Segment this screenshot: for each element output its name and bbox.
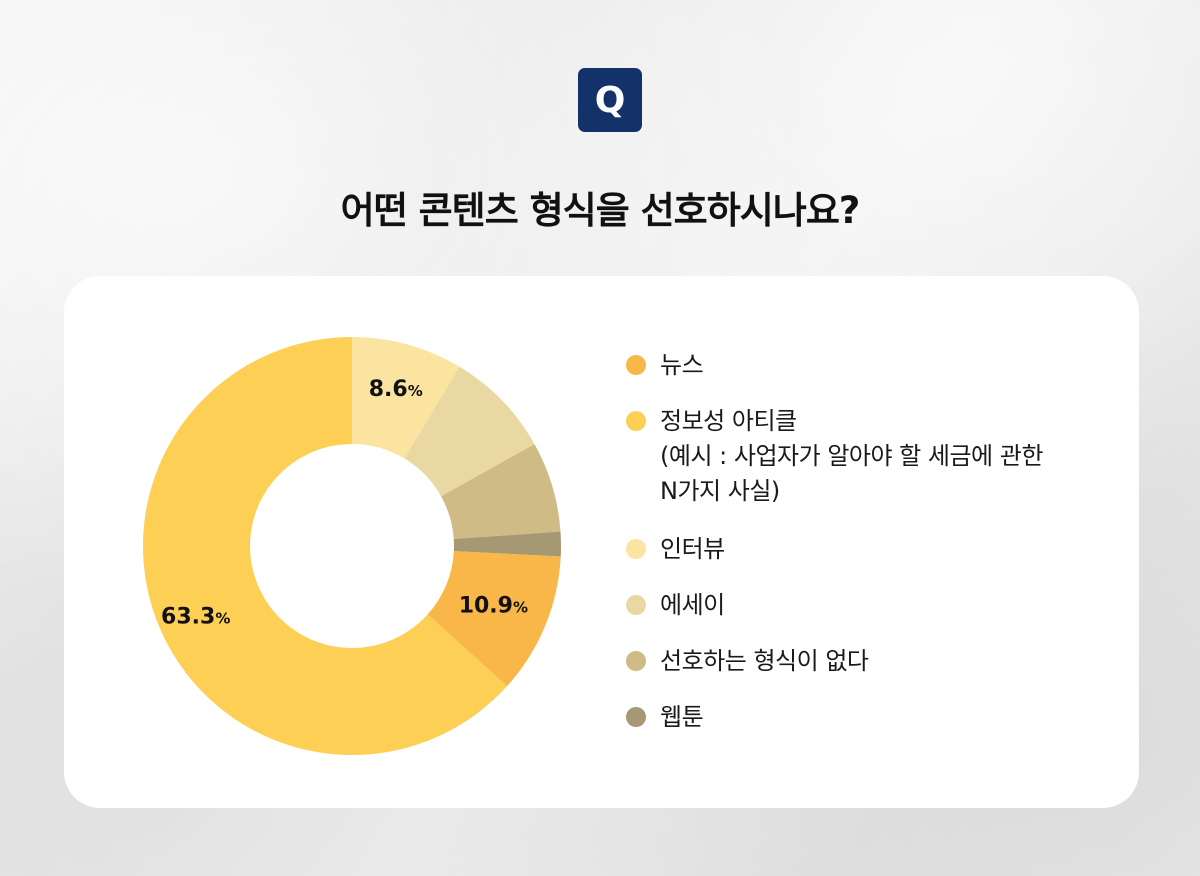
- legend-swatch: [626, 707, 646, 727]
- legend-item: 정보성 아티클 (예시 : 사업자가 알아야 할 세금에 관한 N가지 사실): [626, 404, 1043, 509]
- legend-item: 웹툰: [626, 700, 704, 735]
- legend-item: 에세이: [626, 588, 725, 623]
- donut-slice-2: [352, 337, 460, 459]
- donut-chart: 8.6% 10.9% 63.3%: [142, 337, 561, 755]
- donut-slice-0: [427, 551, 561, 687]
- legend-item: 선호하는 형식이 없다: [626, 644, 869, 679]
- question-badge: Q: [578, 68, 642, 132]
- legend-swatch: [626, 595, 646, 615]
- legend-label: 에세이: [660, 591, 725, 619]
- legend-item: 뉴스: [626, 348, 704, 383]
- legend-label: 정보성 아티클 (예시 : 사업자가 알아야 할 세금에 관한 N가지 사실): [660, 407, 1043, 505]
- legend-swatch: [626, 411, 646, 431]
- data-label-0: 10.9%: [459, 594, 528, 619]
- page-title: 어떤 콘텐츠 형식을 선호하시나요?: [340, 189, 861, 232]
- donut-slice-4: [441, 444, 561, 539]
- legend-swatch: [626, 651, 646, 671]
- legend-label: 인터뷰: [660, 535, 725, 563]
- legend-swatch: [626, 539, 646, 559]
- legend-label: 선호하는 형식이 없다: [660, 647, 869, 675]
- legend-label: 뉴스: [660, 351, 704, 379]
- donut-slice-5: [453, 531, 561, 557]
- legend-item: 인터뷰: [626, 532, 725, 567]
- legend-swatch: [626, 355, 646, 375]
- legend-label: 웹툰: [660, 703, 704, 731]
- donut-slice-1: [142, 337, 508, 755]
- data-label-2: 8.6%: [369, 377, 423, 402]
- donut-slice-3: [404, 366, 535, 497]
- data-label-1: 63.3%: [161, 604, 230, 629]
